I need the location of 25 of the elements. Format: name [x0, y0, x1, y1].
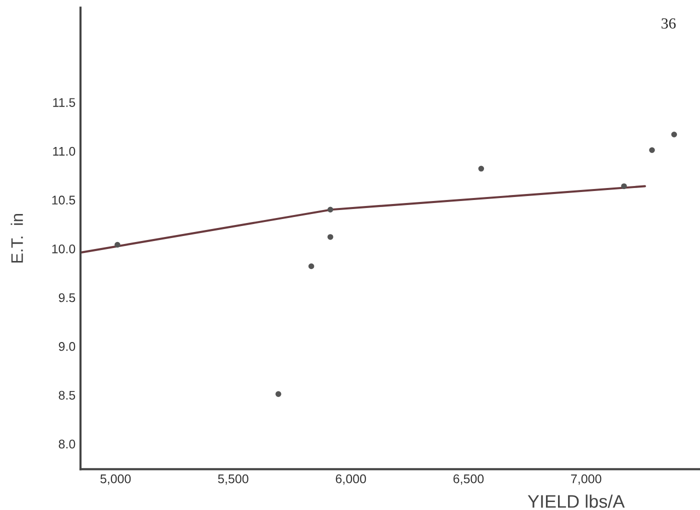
x-tick-label: 5,500 — [218, 474, 248, 485]
point — [649, 147, 655, 154]
x-tick-label: 6,000 — [336, 474, 366, 485]
x-axis-title: YIELD lbs/A — [528, 494, 625, 508]
point — [308, 263, 314, 270]
y-tick-label: 10.5 — [52, 196, 76, 205]
annotation: 36 — [662, 18, 676, 29]
point — [114, 242, 120, 248]
point — [478, 166, 484, 172]
y-axis-title: E.T. in — [10, 214, 23, 263]
x-tick-label: 7,000 — [571, 474, 602, 485]
y-tick-label: 9.0 — [58, 342, 76, 351]
point — [275, 391, 282, 397]
y-tick-label: 10.0 — [52, 244, 76, 254]
y-tick-label: 8.0 — [58, 440, 76, 448]
x-tick-label: 6,500 — [453, 474, 484, 485]
point — [671, 132, 678, 138]
y-tick-label: 11.0 — [53, 146, 76, 156]
point — [327, 206, 334, 213]
point — [621, 183, 627, 190]
y-tick-label: 8.5 — [58, 390, 76, 400]
x-tick-label: 5,000 — [100, 474, 131, 485]
y-tick-label: 9.5 — [58, 293, 76, 302]
point — [327, 234, 334, 240]
y-tick-label: 11.5 — [53, 98, 76, 107]
